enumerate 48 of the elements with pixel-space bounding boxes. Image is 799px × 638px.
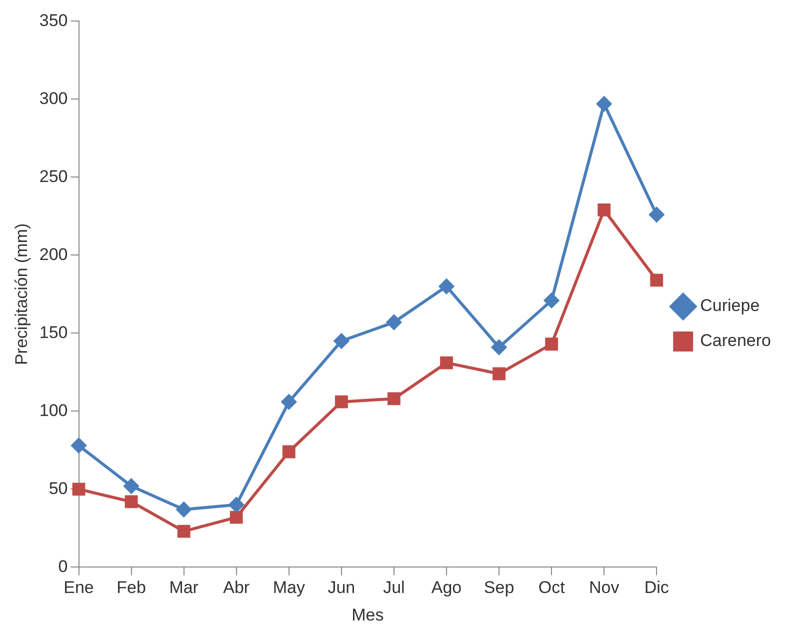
point — [386, 314, 402, 330]
point — [492, 367, 506, 380]
x-tick-label: Mar — [169, 578, 199, 598]
point — [388, 392, 400, 406]
x-tick-label: Abr — [223, 578, 250, 598]
point — [124, 478, 139, 494]
point — [545, 338, 558, 351]
y-tick-label: 0 — [58, 556, 68, 576]
y-tick-label: 100 — [39, 400, 68, 420]
x-tick-label: Ago — [431, 578, 462, 598]
point — [440, 356, 453, 370]
point — [438, 278, 454, 294]
point — [650, 274, 664, 287]
point — [596, 96, 612, 112]
point — [72, 482, 86, 496]
x-tick-label: Feb — [116, 578, 146, 598]
x-tick-label: Sep — [484, 578, 514, 598]
x-tick-label: May — [272, 578, 306, 598]
point — [176, 502, 192, 517]
y-tick-label: 350 — [39, 10, 68, 30]
y-tick-label: 250 — [39, 166, 68, 186]
x-axis-title: Mes — [352, 605, 384, 624]
x-tick-label: Jul — [383, 578, 405, 598]
x-tick-label: Nov — [588, 578, 620, 598]
point — [492, 340, 507, 355]
point — [281, 394, 296, 410]
point — [71, 438, 86, 454]
point — [228, 497, 244, 512]
point — [282, 445, 296, 458]
point — [177, 524, 190, 538]
x-tick-label: Jun — [328, 578, 356, 598]
y-tick-label: 200 — [39, 244, 68, 264]
x-tick-label: Dic — [644, 578, 670, 598]
point — [230, 510, 243, 524]
legend-label: Carenero — [700, 331, 772, 350]
y-tick-label: 50 — [48, 478, 68, 498]
x-tick-label: Oct — [538, 578, 566, 598]
y-axis-title: Precipitación (mm) — [12, 223, 31, 366]
point — [334, 395, 348, 408]
y-tick-label: 150 — [39, 322, 68, 342]
legend-label: Curiepe — [700, 296, 760, 316]
point — [124, 495, 138, 508]
point — [334, 334, 349, 348]
y-tick-label: 300 — [39, 88, 68, 108]
point — [598, 204, 611, 216]
point — [544, 292, 560, 308]
point — [649, 207, 664, 222]
x-tick-label: Ene — [64, 578, 94, 598]
